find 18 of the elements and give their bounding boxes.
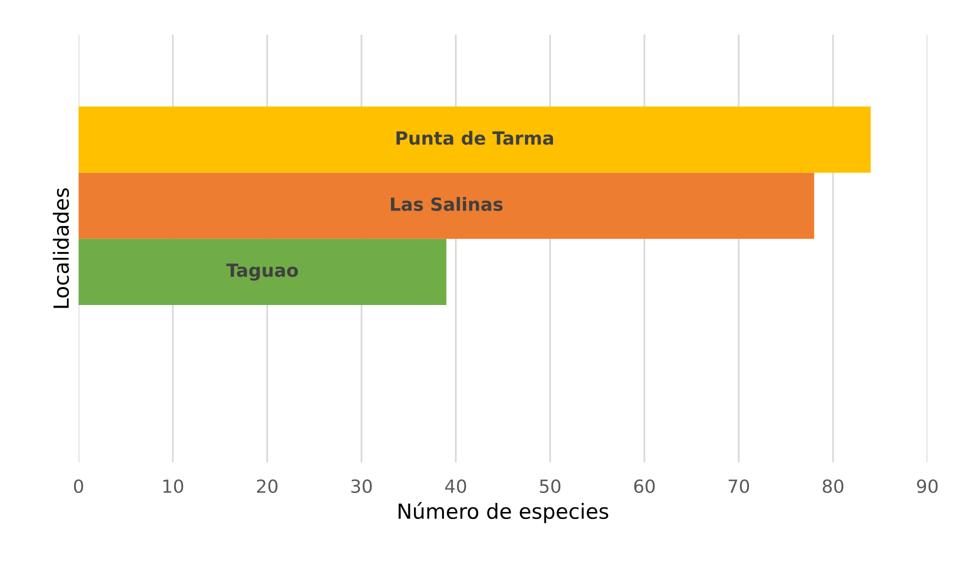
x-tick-label: 60 [634, 479, 655, 494]
x-tick-label: 30 [351, 479, 372, 494]
x-tick-label: 20 [257, 479, 278, 494]
x-tick-label: 40 [445, 479, 466, 494]
series-label: Taguao [226, 264, 298, 281]
x-tick-label: 70 [728, 479, 750, 494]
x-tick-label: 90 [916, 479, 938, 494]
x-tick-label: 0 [74, 479, 84, 494]
x-tick-label: 10 [163, 479, 184, 494]
x-tick-label: 80 [822, 479, 844, 494]
bar [78, 172, 814, 239]
bar [78, 106, 871, 173]
x-axis-title: Número de especies [398, 502, 608, 524]
bar [78, 238, 446, 305]
y-axis-title: Localidades [52, 188, 69, 308]
x-tick-label: 50 [540, 479, 560, 494]
series-label: Punta de Tarma [396, 130, 554, 145]
series-label: Las Salinas [390, 197, 503, 212]
